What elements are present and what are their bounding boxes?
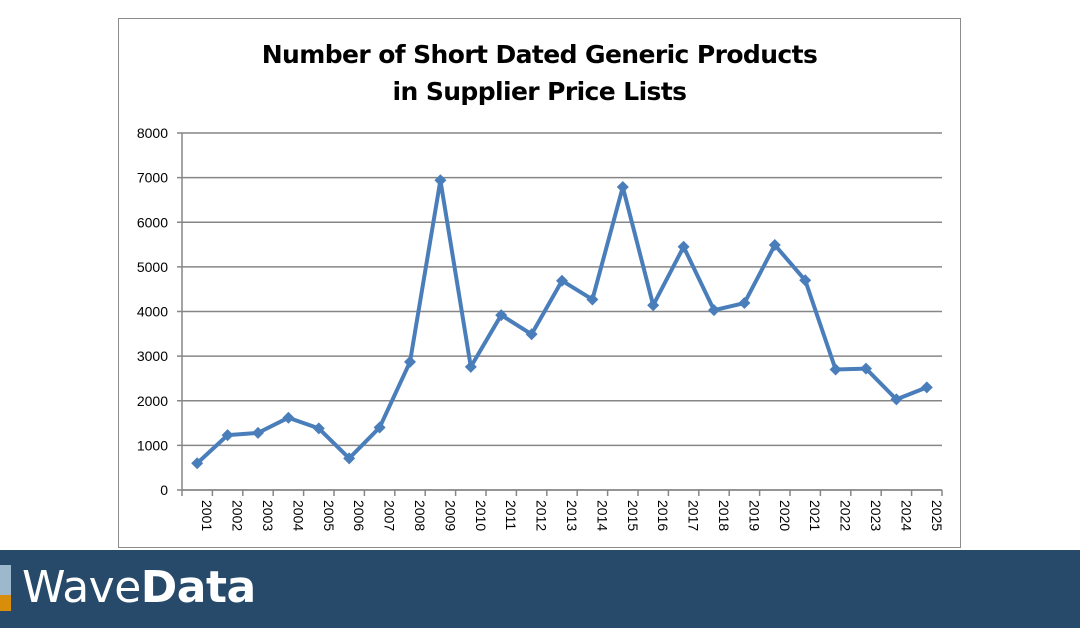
- x-tick-label: 2015: [625, 500, 641, 531]
- data-point-marker: [768, 239, 781, 252]
- y-tick-label: 2000: [137, 393, 168, 409]
- x-tick-label: 2009: [442, 500, 458, 531]
- data-point-marker: [708, 304, 720, 317]
- data-point-marker: [221, 429, 234, 442]
- data-point-marker: [404, 355, 416, 368]
- data-point-marker: [312, 422, 325, 435]
- data-point-marker: [434, 174, 447, 187]
- x-tick-label: 2017: [686, 500, 702, 531]
- x-tick-label: 2011: [503, 500, 519, 530]
- x-tick-label: 2007: [382, 500, 398, 531]
- x-tick-label: 2010: [473, 500, 489, 531]
- y-tick-label: 3000: [137, 348, 168, 364]
- data-point-marker: [191, 457, 204, 470]
- x-tick-label: 2008: [412, 500, 428, 531]
- x-tick-label: 2018: [716, 500, 732, 531]
- y-tick-label: 0: [160, 482, 168, 498]
- x-tick-label: 2004: [290, 500, 306, 531]
- data-point-marker: [920, 381, 933, 394]
- y-tick-label: 6000: [137, 214, 168, 230]
- y-tick-label: 7000: [137, 170, 168, 186]
- line-chart: 0 1000 2000 3000 4000 5000 6000 7000 8000 2001 200…: [137, 125, 945, 531]
- data-point-marker: [495, 309, 508, 322]
- wavedata-logo-text: WaveData: [22, 562, 256, 613]
- x-tick-label: 2014: [594, 500, 610, 531]
- chart-title-line-1: Number of Short Dated Generic Products: [261, 40, 818, 69]
- data-point-marker: [860, 362, 872, 375]
- brand-bold: Data: [140, 562, 256, 613]
- x-tick-label: 2006: [351, 500, 367, 531]
- brand-light: Wave: [22, 562, 141, 613]
- x-tick-label: 2012: [534, 500, 550, 531]
- data-point-marker: [647, 299, 660, 312]
- x-tick-label: 2005: [321, 500, 337, 531]
- x-tick-label: 2001: [199, 500, 215, 531]
- x-tick-label: 2013: [564, 500, 580, 531]
- y-tick-label: 5000: [137, 259, 168, 275]
- data-point-marker: [282, 411, 295, 424]
- data-point-marker: [586, 293, 599, 306]
- y-tick-label: 4000: [137, 304, 168, 320]
- chart-title-line-2: in Supplier Price Lists: [392, 77, 688, 106]
- y-tick-label: 8000: [137, 125, 168, 141]
- data-point-marker: [799, 274, 812, 287]
- x-tick-label: 2016: [655, 500, 671, 531]
- data-point-marker: [373, 421, 386, 434]
- data-point-marker: [738, 297, 751, 310]
- y-tick-label: 1000: [137, 437, 168, 453]
- data-point-marker: [890, 393, 903, 406]
- x-tick-label: 2002: [230, 500, 246, 531]
- x-tick-label: 2025: [929, 500, 945, 531]
- x-tick-label: 2023: [868, 500, 884, 531]
- data-point-marker: [252, 426, 264, 439]
- data-point-marker: [464, 360, 477, 373]
- x-tick-label: 2019: [746, 500, 762, 531]
- chart-title: Number of Short Dated Generic Products i…: [118, 36, 961, 110]
- data-point-marker: [556, 274, 568, 287]
- data-point-marker: [616, 180, 629, 193]
- wavedata-logo-icon: [0, 565, 11, 611]
- data-point-marker: [829, 363, 842, 376]
- data-point-marker: [343, 452, 356, 465]
- footer-banner: WaveData: [0, 550, 1080, 628]
- x-tick-label: 2024: [898, 500, 914, 531]
- x-tick-label: 2003: [260, 500, 276, 531]
- data-point-marker: [525, 328, 538, 341]
- x-tick-label: 2020: [777, 500, 793, 531]
- data-point-marker: [677, 240, 690, 253]
- chart-frame: [118, 18, 961, 548]
- x-tick-label: 2021: [807, 500, 823, 531]
- x-tick-label: 2022: [838, 500, 854, 531]
